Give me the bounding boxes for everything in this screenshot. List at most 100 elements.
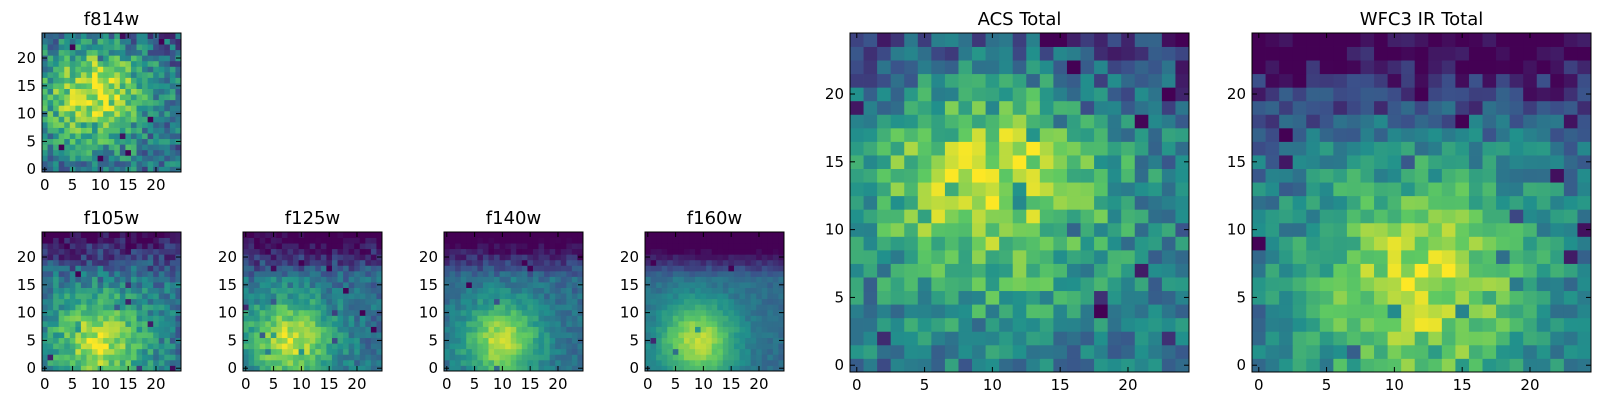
heatmap-cell (114, 282, 121, 288)
heatmap-cell (147, 354, 154, 361)
heatmap-cell (376, 248, 383, 255)
heatmap-cell (667, 282, 674, 288)
heatmap-cell (904, 127, 919, 142)
heatmap-cell (92, 293, 98, 300)
heatmap-cell (169, 55, 176, 62)
heatmap-cell (850, 304, 864, 319)
heatmap-cell (47, 110, 54, 117)
heatmap-cell (739, 359, 746, 366)
heatmap-cell (58, 138, 65, 145)
heatmap-cell (778, 348, 785, 355)
heatmap-cell (309, 248, 316, 255)
heatmap-cell (42, 287, 48, 294)
heatmap-cell (1292, 249, 1307, 264)
heatmap-cell (1374, 331, 1388, 346)
heatmap-cell (348, 248, 355, 255)
heatmap-cell (739, 298, 746, 305)
heatmap-cell (527, 315, 534, 322)
heatmap-cell (86, 116, 93, 123)
heatmap-cell (337, 232, 344, 238)
heatmap-cell (1319, 33, 1334, 47)
heatmap-cell (53, 337, 60, 344)
heatmap-cell (549, 276, 556, 283)
heatmap-cell (890, 73, 905, 88)
heatmap-cell (1401, 236, 1416, 251)
heatmap-cell (1026, 141, 1041, 156)
heatmap-cell (1066, 155, 1081, 169)
heatmap-cell (86, 105, 93, 112)
heatmap-cell (1563, 317, 1578, 332)
heatmap-cell (158, 33, 165, 39)
heatmap-cell (499, 293, 506, 300)
heatmap-cell (354, 337, 361, 344)
heatmap-cell (560, 243, 567, 250)
heatmap-cell (700, 276, 707, 283)
heatmap-cell (153, 110, 160, 117)
heatmap-cell (516, 343, 523, 350)
heatmap-cell (1523, 304, 1538, 319)
heatmap-cell (656, 282, 663, 288)
heatmap-cell (863, 358, 878, 373)
heatmap-cell (1360, 182, 1375, 197)
heatmap-cell (108, 265, 115, 272)
heatmap-cell (549, 232, 556, 238)
heatmap-cell (695, 276, 701, 283)
heatmap-cell (1428, 358, 1443, 373)
heatmap-cell (80, 38, 87, 45)
heatmap-cell (745, 270, 752, 277)
heatmap-cell (482, 232, 489, 238)
heatmap-cell (331, 276, 338, 283)
heatmap-cell (42, 49, 48, 56)
heatmap-cell (130, 149, 137, 156)
heatmap-cell (1387, 304, 1402, 319)
heatmap-cell (304, 282, 311, 288)
heatmap-cell (1026, 114, 1041, 129)
heatmap-cell (125, 276, 132, 283)
heatmap-cell (1292, 182, 1307, 197)
x-tick-label: 15 (1453, 376, 1472, 394)
heatmap-cell (566, 298, 573, 305)
heatmap-cell (944, 46, 959, 61)
heatmap-cell (53, 287, 60, 294)
panel-title-f160w: f160w (687, 208, 742, 229)
heatmap-cell (248, 332, 255, 339)
heatmap-cell (376, 326, 383, 333)
heatmap-cell (80, 315, 87, 322)
heatmap-cell (733, 237, 740, 244)
heatmap-cell (1094, 100, 1109, 115)
heatmap-cell (243, 320, 249, 327)
heatmap-cell (499, 243, 506, 250)
heatmap-cell (359, 243, 366, 250)
heatmap-cell (75, 66, 82, 73)
heatmap-cell (1066, 209, 1081, 224)
heatmap-cell (1577, 182, 1592, 197)
heatmap-cell (304, 265, 311, 272)
heatmap-cell (69, 243, 76, 250)
heatmap-cell (1121, 114, 1136, 129)
heatmap-cell (326, 254, 333, 261)
heatmap-cell (733, 243, 740, 250)
heatmap-cell (1346, 236, 1361, 251)
heatmap-cell (532, 298, 539, 305)
heatmap-cell (53, 127, 60, 134)
heatmap-cell (1080, 331, 1095, 346)
heatmap-cell (471, 332, 478, 339)
heatmap-cell (348, 254, 355, 261)
heatmap-cell (97, 94, 104, 101)
heatmap-cell (47, 166, 54, 173)
heatmap-cell (577, 276, 584, 283)
heatmap-cell (577, 354, 584, 361)
heatmap-cell (259, 237, 266, 244)
heatmap-cell (1306, 141, 1321, 156)
heatmap-cell (717, 254, 724, 261)
heatmap-cell (717, 337, 724, 344)
heatmap-cell (136, 71, 143, 78)
heatmap-cell (108, 304, 115, 311)
heatmap-cell (320, 304, 327, 311)
heatmap-cell (58, 105, 65, 112)
heatmap-cell (80, 237, 87, 244)
heatmap-cell (175, 270, 182, 277)
y-tick-label: 20 (620, 248, 639, 266)
heatmap-cell (86, 149, 93, 156)
heatmap-cell (527, 348, 534, 355)
